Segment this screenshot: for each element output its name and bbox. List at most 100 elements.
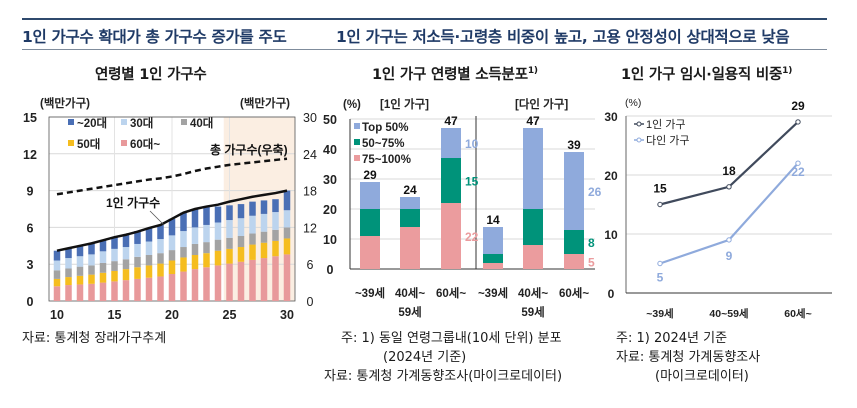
chart1-ylabel-left: (백만가구) (40, 96, 90, 110)
chart3-series-line (659, 121, 799, 206)
chart1-bar-segment (260, 213, 268, 232)
chart2-bar-segment (523, 209, 543, 245)
chart1-bar-segment (180, 212, 187, 232)
chart2-segment-label: 5 (588, 256, 595, 270)
chart1-bar-segment (191, 243, 199, 255)
chart2-source: 자료: 통계청 가계동향조사(마이크로데이터) (324, 369, 563, 384)
chart2-xtick: 59세 (398, 305, 421, 319)
chart2-ytick: 20 (323, 203, 337, 217)
chart1-bar-segment (134, 278, 141, 301)
chart2-note-2: (2024년 기준) (383, 350, 467, 365)
chart1-bar-segment (122, 259, 130, 270)
chart1-legend-label: 50대 (77, 137, 100, 151)
chart3-ytick: 0 (608, 287, 615, 301)
chart1-bar-segment (157, 224, 164, 240)
chart3-xtick: 40~59세 (709, 307, 748, 320)
chart3-legend-label: 1인 가구 (646, 118, 686, 131)
header-right-title: 1인 가구는 저소득·고령층 비중이 높고, 고용 안정성이 상대적으로 낮음 (336, 28, 790, 46)
chart1-ylabel-right: (백만가구) (240, 96, 290, 110)
chart2-bar-segment (400, 209, 420, 227)
chart3-point-label: 22 (791, 165, 805, 179)
chart1-bar-segment (168, 250, 176, 261)
chart2-xtick: 40세~ (518, 286, 548, 300)
chart1-bar-segment (191, 209, 199, 228)
chart1-ytick-right: 18 (303, 185, 317, 199)
chart3-title-text: 1인 가구 임시·일용직 비중 (621, 67, 783, 83)
chart2-total-label: 24 (403, 183, 417, 197)
chart1-bar-segment (283, 238, 291, 255)
chart1-bar-segment (272, 212, 279, 230)
chart2-bar-segment (564, 152, 584, 230)
chart1-bar-segment (134, 256, 141, 268)
chart1-bar-segment (226, 205, 233, 221)
chart3-source: 자료: 통계청 가계동향조사 (616, 350, 761, 365)
chart1-single-label-leader (149, 210, 165, 226)
chart1-bar-segment (180, 257, 187, 272)
chart1-bar-segment (272, 199, 279, 213)
chart1-bar-segment (122, 280, 130, 301)
chart2-segment-label: 8 (588, 236, 595, 250)
chart3-point (795, 160, 801, 166)
chart2-legend-swatch (354, 123, 360, 129)
chart1-legend-swatch (121, 119, 127, 125)
chart3-title: 1인 가구 임시·일용직 비중1) (621, 63, 792, 84)
chart2-total-label: 47 (444, 114, 458, 128)
chart1-bar-segment (65, 258, 72, 269)
chart1-bar-segment (99, 262, 107, 273)
chart1-ytick-left: 3 (27, 258, 34, 272)
chart1-bar-segment (214, 222, 222, 240)
chart2-total-label: 47 (526, 114, 540, 128)
chart1-bar-segment (191, 269, 199, 301)
chart1-legend-label: 30대 (130, 116, 153, 130)
chart1-bar-segment (283, 254, 291, 301)
chart2-note-1: 주: 1) 동일 연령그룹내(10세 단위) 분포 (341, 331, 562, 346)
chart1-bar-segment (180, 247, 187, 258)
chart1-bar-segment (157, 253, 164, 264)
chart1-bar-segment (134, 243, 141, 257)
chart1-bar-segment (237, 204, 245, 219)
chart2-bar-segment (360, 236, 380, 269)
chart1-bar-segment (249, 201, 256, 216)
chart1-bar-segment (53, 260, 61, 271)
chart1-bar-segment (260, 200, 268, 214)
chart1-bar-segment (122, 234, 130, 248)
chart2-ytick: 40 (323, 143, 337, 157)
chart3-point-label: 9 (726, 249, 733, 263)
chart1-bar-segment (145, 265, 153, 278)
chart3-point (657, 260, 663, 267)
chart2-ytick: 0 (327, 263, 334, 277)
chart2-total-label: 14 (486, 213, 500, 227)
chart1-bar-segment (260, 231, 268, 243)
chart1-bar-segment (145, 255, 153, 266)
chart1-ytick-right: 24 (303, 148, 317, 162)
chart1-bar-segment (111, 270, 118, 282)
chart2-ytick: 10 (323, 233, 337, 247)
chart2-bar-segment (400, 197, 420, 209)
chart1-bar-segment (237, 247, 245, 262)
chart1-bar-segment (237, 218, 245, 236)
chart1-projection-shade (223, 117, 295, 301)
chart1-ytick-left: 9 (27, 185, 34, 199)
chart1-ytick-right: 6 (307, 258, 314, 272)
chart1-bar-segment (203, 206, 210, 225)
chart1-bar-segment (88, 254, 95, 266)
chart1-bar-segment (226, 220, 233, 238)
chart1-bar-segment (88, 265, 95, 275)
chart1-bar-segment (122, 247, 130, 260)
chart2-panel-label: [다인 가구] (515, 97, 568, 111)
chart1-bar-segment (226, 263, 233, 301)
chart1-ytick-left: 12 (23, 148, 37, 162)
chart2-panel-label: [1인 가구] (380, 97, 429, 111)
chart1-bar-segment (283, 210, 291, 228)
chart1-bar-segment (260, 258, 268, 301)
chart1-bar-segment (145, 241, 153, 255)
chart1-bar-segment (283, 227, 291, 239)
chart1-bar-segment (203, 267, 210, 301)
chart2-xtick: 60세~ (559, 286, 589, 300)
chart1-bar-segment (237, 261, 245, 301)
chart1-bar-segment (88, 274, 95, 284)
chart1-bar-segment (65, 248, 72, 259)
chart3-title-sup: 1) (782, 66, 793, 77)
chart2-xtick: 60세~ (436, 286, 466, 300)
chart2-bar-segment (400, 227, 420, 269)
